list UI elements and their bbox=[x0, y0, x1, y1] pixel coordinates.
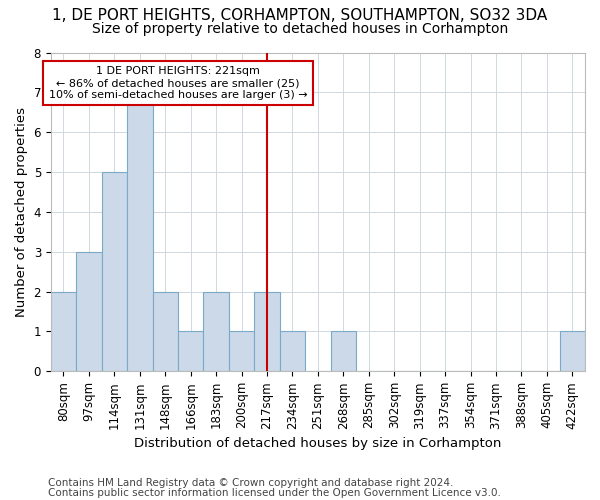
Bar bbox=[203, 292, 229, 372]
Bar bbox=[229, 332, 254, 372]
Bar bbox=[152, 292, 178, 372]
Bar bbox=[254, 292, 280, 372]
Text: Contains public sector information licensed under the Open Government Licence v3: Contains public sector information licen… bbox=[48, 488, 501, 498]
Bar bbox=[127, 92, 152, 372]
Text: 1, DE PORT HEIGHTS, CORHAMPTON, SOUTHAMPTON, SO32 3DA: 1, DE PORT HEIGHTS, CORHAMPTON, SOUTHAMP… bbox=[52, 8, 548, 22]
Text: 1 DE PORT HEIGHTS: 221sqm
← 86% of detached houses are smaller (25)
10% of semi-: 1 DE PORT HEIGHTS: 221sqm ← 86% of detac… bbox=[49, 66, 307, 100]
Bar bbox=[51, 292, 76, 372]
Bar bbox=[331, 332, 356, 372]
Bar bbox=[178, 332, 203, 372]
Bar bbox=[560, 332, 585, 372]
X-axis label: Distribution of detached houses by size in Corhampton: Distribution of detached houses by size … bbox=[134, 437, 502, 450]
Bar bbox=[76, 252, 101, 372]
Y-axis label: Number of detached properties: Number of detached properties bbox=[15, 107, 28, 317]
Text: Contains HM Land Registry data © Crown copyright and database right 2024.: Contains HM Land Registry data © Crown c… bbox=[48, 478, 454, 488]
Text: Size of property relative to detached houses in Corhampton: Size of property relative to detached ho… bbox=[92, 22, 508, 36]
Bar bbox=[101, 172, 127, 372]
Bar bbox=[280, 332, 305, 372]
